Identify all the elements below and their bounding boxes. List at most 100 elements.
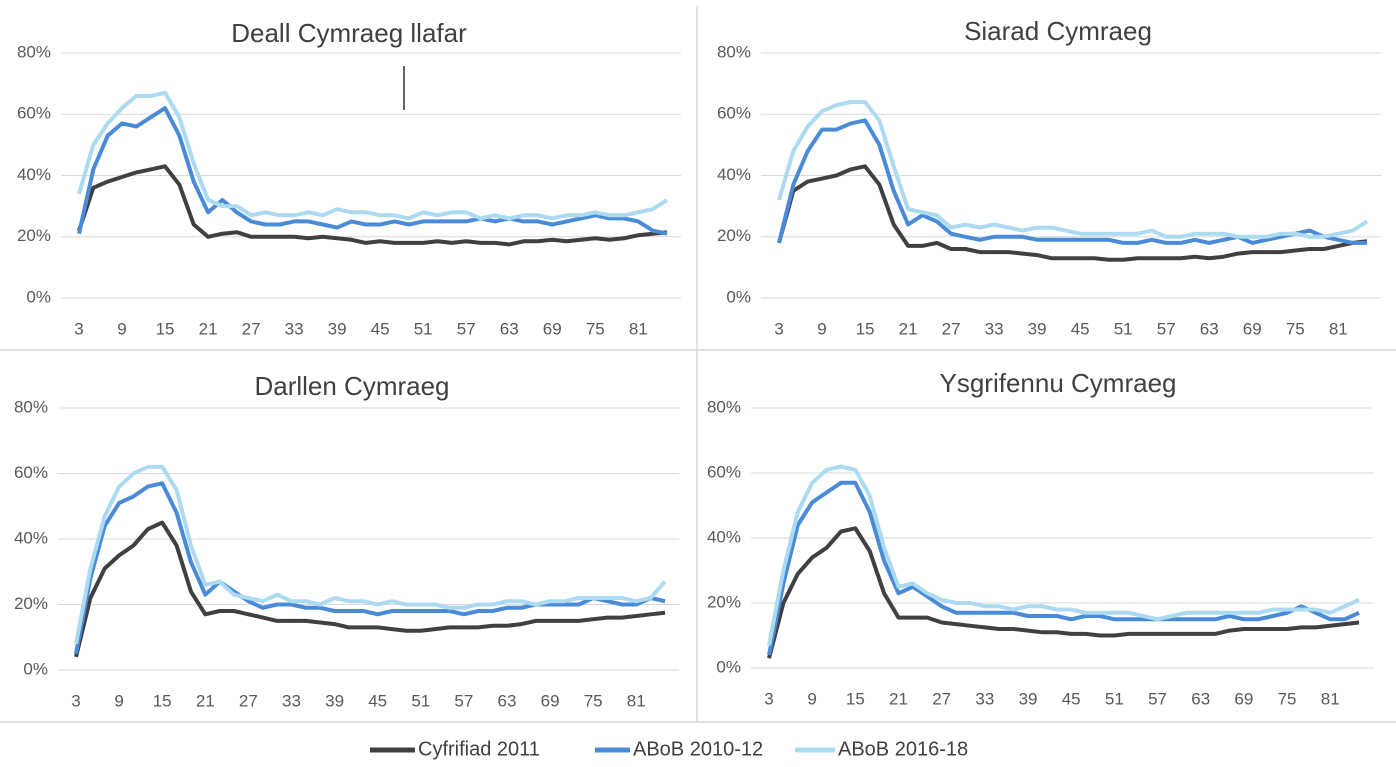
x-tick-label: 75 — [1278, 689, 1297, 708]
y-tick-label: 20% — [17, 226, 51, 245]
x-tick-label: 33 — [285, 319, 304, 338]
x-tick-label: 3 — [71, 691, 80, 710]
x-tick-label: 63 — [498, 691, 517, 710]
x-tick-label: 45 — [368, 691, 387, 710]
y-tick-label: 60% — [14, 463, 48, 482]
series-line — [767, 480, 1360, 656]
series-line — [74, 481, 666, 654]
x-tick-label: 39 — [328, 319, 347, 338]
x-tick-label: 69 — [543, 319, 562, 338]
x-tick-label: 9 — [114, 691, 123, 710]
y-tick-label: 40% — [707, 527, 741, 546]
legend-label: ABoB 2010-12 — [633, 738, 763, 760]
x-tick-label: 39 — [325, 691, 344, 710]
x-tick-label: 51 — [1105, 689, 1124, 708]
y-tick-label: 80% — [17, 42, 51, 61]
x-tick-label: 81 — [629, 319, 648, 338]
x-tick-label: 15 — [846, 689, 865, 708]
series-line — [77, 164, 668, 247]
y-tick-label: 80% — [707, 397, 741, 416]
x-tick-label: 15 — [153, 691, 172, 710]
x-tick-label: 39 — [1019, 689, 1038, 708]
x-tick-label: 69 — [1234, 689, 1253, 708]
series-line — [767, 464, 1360, 646]
series-line — [77, 106, 668, 236]
x-tick-label: 81 — [627, 691, 646, 710]
x-tick-label: 27 — [239, 691, 258, 710]
x-tick-label: 15 — [856, 319, 875, 338]
x-tick-label: 3 — [764, 689, 773, 708]
series-line — [777, 118, 1367, 245]
chart-title: Darllen Cymraeg — [254, 371, 449, 401]
x-tick-label: 3 — [74, 319, 83, 338]
x-tick-label: 57 — [457, 319, 476, 338]
x-tick-label: 21 — [196, 691, 215, 710]
series-line — [77, 90, 669, 221]
x-tick-label: 57 — [1148, 689, 1167, 708]
y-tick-label: 40% — [17, 165, 51, 184]
x-tick-label: 51 — [414, 319, 433, 338]
x-tick-label: 57 — [1157, 319, 1176, 338]
chart-title: Siarad Cymraeg — [964, 16, 1152, 46]
x-tick-label: 3 — [774, 319, 783, 338]
y-tick-label: 0% — [23, 659, 48, 678]
x-tick-label: 75 — [584, 691, 603, 710]
x-tick-label: 27 — [932, 689, 951, 708]
legend: Cyfrifiad 2011 ABoB 2010-12 ABoB 2016-18 — [370, 738, 968, 760]
x-tick-label: 63 — [1200, 319, 1219, 338]
series-line — [777, 164, 1368, 262]
x-tick-label: 33 — [985, 319, 1004, 338]
y-tick-label: 80% — [717, 42, 751, 61]
legend-label: Cyfrifiad 2011 — [418, 738, 540, 760]
x-tick-label: 33 — [282, 691, 301, 710]
x-tick-label: 69 — [541, 691, 560, 710]
x-tick-label: 9 — [807, 689, 816, 708]
y-tick-label: 40% — [14, 528, 48, 547]
x-tick-label: 9 — [817, 319, 826, 338]
chart-title: Deall Cymraeg llafar — [231, 18, 467, 48]
x-tick-label: 69 — [1243, 319, 1262, 338]
y-tick-label: 40% — [717, 165, 751, 184]
x-tick-label: 51 — [1114, 319, 1133, 338]
series-line — [74, 464, 667, 645]
x-tick-label: 21 — [889, 689, 908, 708]
y-tick-label: 0% — [26, 287, 51, 306]
x-tick-label: 33 — [975, 689, 994, 708]
x-tick-label: 39 — [1028, 319, 1047, 338]
y-tick-label: 0% — [726, 287, 751, 306]
x-tick-label: 81 — [1329, 319, 1348, 338]
chart-title: Ysgrifennu Cymraeg — [940, 368, 1177, 398]
series-line — [777, 100, 1369, 239]
x-tick-label: 15 — [156, 319, 175, 338]
y-tick-label: 60% — [17, 104, 51, 123]
y-tick-label: 20% — [717, 226, 751, 245]
y-tick-label: 60% — [717, 104, 751, 123]
x-tick-label: 57 — [454, 691, 473, 710]
x-tick-label: 27 — [242, 319, 261, 338]
x-tick-label: 21 — [199, 319, 218, 338]
x-tick-label: 51 — [411, 691, 430, 710]
x-tick-label: 75 — [1286, 319, 1305, 338]
series-line — [74, 520, 666, 658]
x-tick-label: 63 — [1191, 689, 1210, 708]
y-tick-label: 0% — [716, 657, 741, 676]
x-tick-label: 81 — [1321, 689, 1340, 708]
legend-label: ABoB 2016-18 — [838, 738, 968, 760]
x-tick-label: 45 — [371, 319, 390, 338]
y-tick-label: 20% — [707, 592, 741, 611]
x-tick-label: 27 — [942, 319, 961, 338]
y-tick-label: 80% — [14, 397, 48, 416]
x-tick-label: 45 — [1062, 689, 1081, 708]
y-tick-label: 60% — [707, 462, 741, 481]
series-line — [767, 526, 1360, 659]
x-tick-label: 63 — [500, 319, 519, 338]
x-tick-label: 9 — [117, 319, 126, 338]
y-tick-label: 20% — [14, 594, 48, 613]
x-tick-label: 21 — [899, 319, 918, 338]
x-tick-label: 45 — [1071, 319, 1090, 338]
